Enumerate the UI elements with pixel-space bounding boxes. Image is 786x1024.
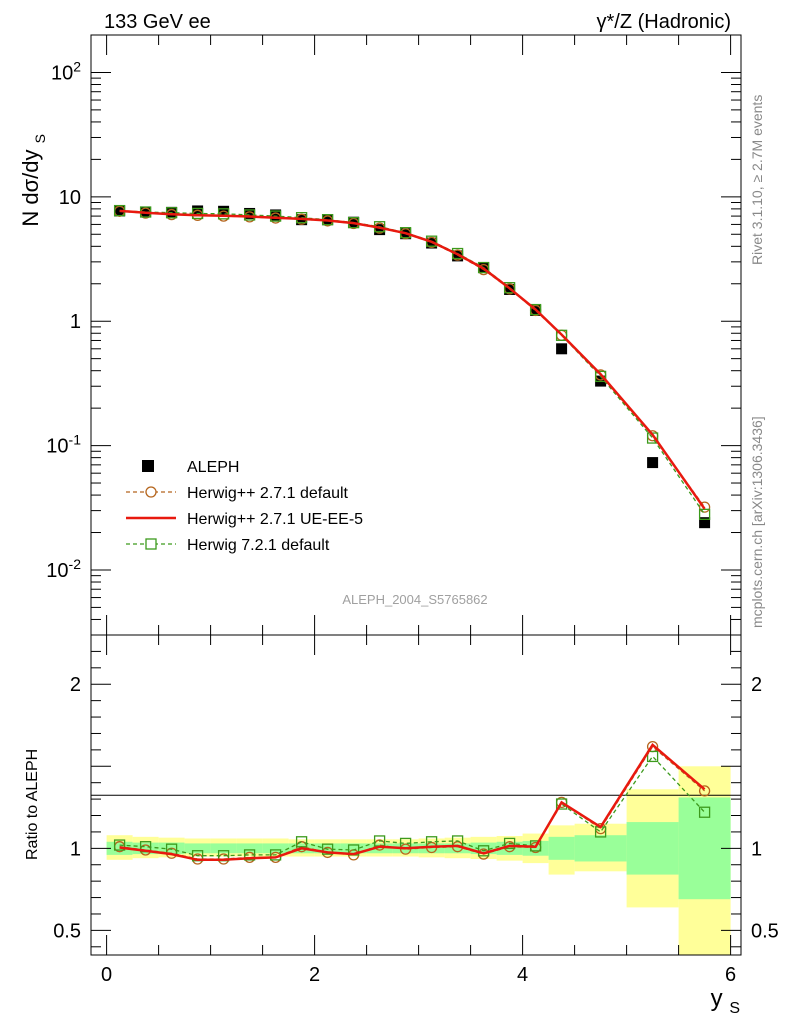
ratio-y-tick-label-left: 2 [70,674,81,696]
main-data-point [647,457,659,469]
main-herwig7-marker [451,247,464,260]
legend-label: ALEPH [187,459,239,476]
ratio-series-layer [113,740,711,865]
main-herwig7-marker [698,508,711,520]
ratio-y-tick-label-left: 1 [70,838,81,860]
legend-entry: Herwig++ 2.7.1 default [126,485,349,502]
ratio-band-inner [210,843,237,854]
legend-marker-circle [145,486,157,498]
main-herwig7-marker [191,207,204,220]
legend-entry: Herwig++ 2.7.1 UE-EE-5 [126,511,363,528]
main-herwig7-marker [477,261,490,274]
main-y-tick-label-base: 10 [46,436,68,458]
main-y-tick-label-base: 10 [46,560,68,582]
main-herwig7-marker [217,208,230,220]
ratio-band-inner [262,843,289,854]
ratio-band-inner [626,822,679,875]
ratio-band-inner [184,843,211,854]
main-y-tick-label-exp: -2 [69,556,82,572]
main-data-point [374,224,386,236]
x-axis-label: y S [711,985,740,1017]
main-herwig7-marker [269,210,282,222]
ratio-band-inner [470,842,497,855]
legend-entry: ALEPH [142,459,239,476]
ratio-band-inner [236,843,263,854]
x-axis-label-text: y [711,985,723,1012]
ratio-band-inner [522,840,549,856]
legend-label: Herwig 7.2.1 default [187,537,330,554]
main-y-tick-label: 1 [70,311,81,333]
main-y-tick-label: 10-2 [46,556,81,582]
ratio-band-inner [574,835,627,862]
main-data-point [699,517,711,529]
ratio-herwig7-marker [113,839,126,851]
ratio-band-inner [418,843,445,854]
main-herwig7-marker [529,303,542,316]
main-y-axis-label: N dσ/dy S [18,134,48,227]
ratio-band-inner [444,843,471,854]
ratio-herwig7-marker [503,837,516,850]
legend: ALEPH Herwig++ 2.7.1 default Herwig++ 2.7.… [126,459,363,554]
main-y-tick-label: 10-1 [46,432,81,458]
main-herwig_ue-line [119,209,706,510]
left-title: 133 GeV ee [104,11,211,33]
ratio-band-inner [132,842,159,855]
ratio-band-inner [548,836,575,860]
legend-label: Herwig++ 2.7.1 UE-EE-5 [187,511,363,528]
main-y-tick-label: 10 [59,187,81,209]
ratio-herwig7-marker [555,798,568,810]
mcplots-side-label: mcplots.cern.ch [arXiv:1306.3436] [749,416,765,628]
axis-label-subscript: S [32,134,48,143]
main-series-layer [113,204,711,529]
ratio-y-tick-label-right: 2 [751,674,762,696]
legend-marker-data [142,460,154,472]
main-y-axis-label-text: N dσ/dy [18,149,43,226]
ratio-band-inner [366,843,393,854]
main-data-point [452,250,464,262]
x-tick-label: 2 [309,964,320,986]
ratio-herwig7-marker [243,849,256,861]
main-data-point [244,207,256,219]
main-herwig7-marker [594,370,607,383]
ratio-axis-ticks: 0.5 0.5 1 1 2 2 0 2 4 6 [53,635,779,986]
ratio-y-tick-label-left: 0.5 [53,920,81,942]
legend-label: Herwig++ 2.7.1 default [187,485,349,502]
right-title: γ*/Z (Hadronic) [597,11,731,33]
ratio-herwig7-marker [295,836,308,848]
ratio-y-axis-label: Ratio to ALEPH [24,749,41,860]
ratio-band-inner [314,843,341,854]
main-data-point [270,209,282,221]
ratio-herwig7-marker [698,806,711,818]
x-tick-label: 0 [101,964,112,986]
ratio-herwig7-marker [321,843,334,855]
main-herwig7-marker [503,282,516,294]
main-herwig7-marker [243,209,256,221]
main-y-tick-label-exp: -1 [69,432,82,448]
main-data-point [556,343,568,355]
main-y-tick-label: 102 [51,58,81,84]
legend-marker-square [145,538,157,550]
rivet-side-label: Rivet 3.1.10, ≥ 2.7M events [749,95,765,265]
main-herwig7-marker [555,329,568,341]
main-y-tick-label-exp: 2 [73,58,81,74]
main-y-tick-label-base: 10 [51,62,73,84]
ratio-y-tick-label-right: 0.5 [751,920,779,942]
axis-label-subscript: S [729,1000,740,1017]
x-tick-label: 4 [517,964,528,986]
ratio-herwig_default-marker [698,785,711,797]
ratio-herwig_ue-line [119,743,706,862]
analysis-id-label: ALEPH_2004_S5765862 [342,592,487,607]
ratio-herwig7-marker [646,750,659,763]
ratio-panel: 0.5 0.5 1 1 2 2 0 2 4 6 [53,634,779,986]
ratio-band-inner [340,843,367,854]
ratio-y-tick-label-right: 1 [751,838,762,860]
main-herwig_default-marker [698,501,711,513]
x-tick-label: 6 [725,964,736,986]
legend-entry: Herwig 7.2.1 default [126,537,330,554]
ratio-frame [90,634,742,956]
